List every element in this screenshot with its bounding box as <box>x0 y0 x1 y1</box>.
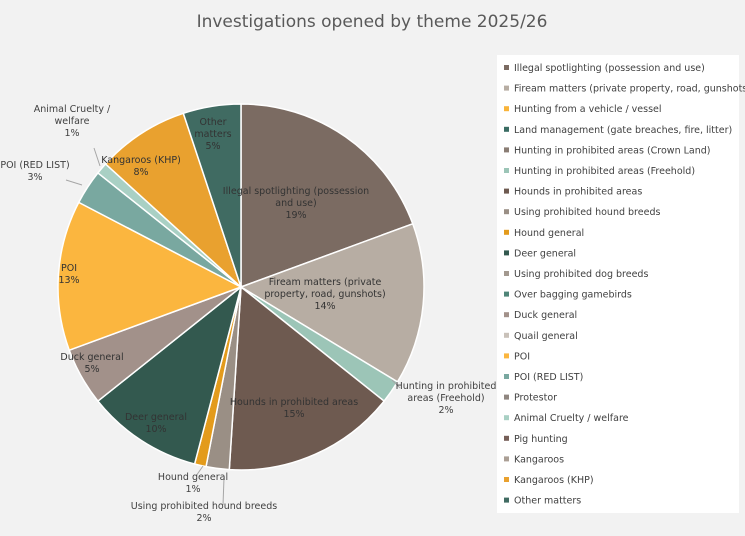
legend-label: Illegal spotlighting (possession and use… <box>514 63 705 74</box>
leader-line <box>391 379 401 389</box>
legend-swatch <box>504 106 509 112</box>
legend-swatch <box>504 497 509 503</box>
data-label-other-matters: Other matters 5% <box>194 117 231 152</box>
data-label-poi: POI 13% <box>58 263 79 286</box>
legend-item-hunting-from-a-vehicle-vessel: Hunting from a vehicle / vessel <box>504 104 662 115</box>
leader-line <box>93 147 101 167</box>
leader-line <box>222 477 225 506</box>
leader-line <box>195 465 204 477</box>
data-label-kangaroos-khp: Kangaroos (KHP) 8% <box>101 155 181 178</box>
legend-label: Quail general <box>514 331 578 342</box>
legend-box <box>497 55 739 513</box>
legend-label: Using prohibited hound breeds <box>514 207 660 218</box>
legend-swatch <box>504 147 509 153</box>
legend-label: Hunting in prohibited areas (Freehold) <box>514 166 695 177</box>
legend-item-using-prohibited-dog-breeds: Using prohibited dog breeds <box>504 269 648 280</box>
pie-slice-kangaroos-khp <box>104 112 243 290</box>
legend-label: POI <box>514 351 530 362</box>
data-label-duck-general: Duck general 5% <box>60 352 123 375</box>
legend-item-land-management-gate-breaches-fire-litter: Land management (gate breaches, fire, li… <box>504 125 732 136</box>
legend-swatch <box>504 188 509 194</box>
legend-label: Kangaroos <box>514 454 564 465</box>
legend-swatch <box>504 353 509 359</box>
legend-item-hound-general: Hound general <box>504 228 584 239</box>
legend-label: Deer general <box>514 248 576 259</box>
pie-slice-other-matters <box>182 103 242 288</box>
legend-label: Animal Cruelty / welfare <box>514 413 629 424</box>
legend-swatch <box>504 415 509 421</box>
legend-label: Hunting from a vehicle / vessel <box>514 104 662 115</box>
legend-label: Using prohibited dog breeds <box>514 269 648 280</box>
legend-label: Kangaroos (KHP) <box>514 475 594 486</box>
legend-item-duck-general: Duck general <box>504 310 577 321</box>
legend-swatch <box>504 332 509 338</box>
legend-swatch <box>504 85 509 91</box>
legend-swatch <box>504 209 509 215</box>
legend-swatch <box>504 374 509 379</box>
data-label-using-prohibited-hound-breeds: Using prohibited hound breeds 2% <box>131 501 277 524</box>
pie-slice-fiream-matters-private-property-road-gunshots <box>239 222 425 383</box>
legend-item-quail-general: Quail general <box>504 331 578 342</box>
legend-item-protestor: Protestor <box>504 393 557 404</box>
data-label-fiream-matters-private-property-road-gunshots: Fiream matters (private property, road, g… <box>264 277 385 312</box>
legend-item-kangaroos: Kangaroos <box>504 454 564 465</box>
legend-item-deer-general: Deer general <box>504 248 576 259</box>
pie-slice-poi <box>57 201 243 352</box>
legend-swatch <box>504 271 509 276</box>
legend-item-illegal-spotlighting-possession-and-use: Illegal spotlighting (possession and use… <box>504 63 705 74</box>
legend-item-using-prohibited-hound-breeds: Using prohibited hound breeds <box>504 207 660 218</box>
legend-item-poi-red-list: POI (RED LIST) <box>504 372 583 383</box>
legend-swatch <box>504 229 509 235</box>
legend-swatch <box>504 291 509 297</box>
legend-item-hunting-in-prohibited-areas-crown-land: Hunting in prohibited areas (Crown Land) <box>504 145 710 156</box>
legend-item-kangaroos-khp: Kangaroos (KHP) <box>504 475 594 486</box>
legend-swatch <box>504 456 509 462</box>
data-label-animal-cruelty-welfare: Animal Cruelty / welfare 1% <box>34 104 111 139</box>
legend-swatch <box>504 435 509 441</box>
legend-label: Land management (gate breaches, fire, li… <box>514 125 732 136</box>
legend-label: Protestor <box>514 393 557 404</box>
data-label-deer-general: Deer general 10% <box>125 412 187 435</box>
legend-label: Over bagging gamebirds <box>514 290 632 301</box>
legend-item-other-matters: Other matters <box>504 496 581 507</box>
legend-label: Other matters <box>514 496 581 507</box>
data-label-hounds-in-prohibited-areas: Hounds in prohibited areas 15% <box>230 397 358 420</box>
legend-item-fiream-matters-private-property-road-gunshots: Fiream matters (private property, road, … <box>504 84 745 95</box>
pie-slice-illegal-spotlighting-possession-and-use <box>240 103 414 289</box>
leader-line <box>65 179 83 186</box>
legend-label: Hounds in prohibited areas <box>514 187 642 198</box>
legend-swatch <box>504 168 509 173</box>
chart-title: Investigations opened by theme 2025/26 <box>197 12 548 32</box>
legend-swatch <box>504 394 509 400</box>
legend-swatch <box>504 250 509 256</box>
legend-item-over-bagging-gamebirds: Over bagging gamebirds <box>504 290 632 301</box>
data-label-illegal-spotlighting-possession-and-use: Illegal spotlighting (possession and use)… <box>223 186 369 221</box>
legend-item-animal-cruelty-welfare: Animal Cruelty / welfare <box>504 413 629 424</box>
legend-label: Hunting in prohibited areas (Crown Land) <box>514 145 710 156</box>
legend-item-pig-hunting: Pig hunting <box>504 434 568 445</box>
legend-swatch <box>504 65 509 70</box>
legend-label: Fiream matters (private property, road, … <box>514 84 745 95</box>
pie-slice-hounds-in-prohibited-areas <box>228 285 386 471</box>
legend-swatch <box>504 126 509 132</box>
legend-item-hounds-in-prohibited-areas: Hounds in prohibited areas <box>504 187 642 198</box>
legend-label: Pig hunting <box>514 434 568 445</box>
legend-label: Hound general <box>514 228 584 239</box>
data-label-poi-red-list: POI (RED LIST) 3% <box>0 160 69 183</box>
legend-item-poi: POI <box>504 351 530 362</box>
legend-swatch <box>504 312 509 318</box>
pie-slice-deer-general <box>96 285 243 465</box>
legend-swatch <box>504 477 509 482</box>
legend-label: POI (RED LIST) <box>514 372 583 383</box>
legend-label: Duck general <box>514 310 577 321</box>
data-label-hound-general: Hound general 1% <box>158 472 228 495</box>
data-label-hunting-in-prohibited-areas-freehold: Hunting in prohibited areas (Freehold) 2% <box>396 381 497 416</box>
legend-item-hunting-in-prohibited-areas-freehold: Hunting in prohibited areas (Freehold) <box>504 166 695 177</box>
